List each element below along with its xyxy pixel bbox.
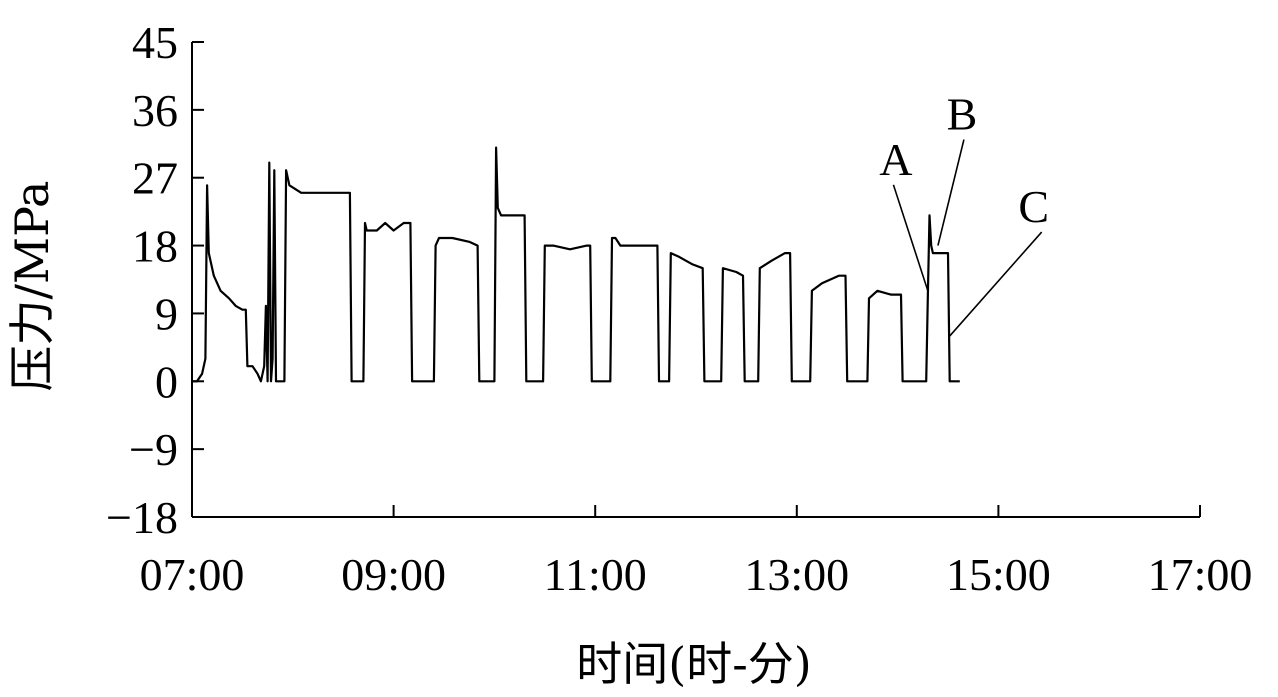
y-tick-label: 27 xyxy=(132,153,178,204)
x-tick-label: 11:00 xyxy=(544,549,647,600)
x-tick-label: 15:00 xyxy=(946,549,1051,600)
y-axis-title: 压力/MPa xyxy=(5,181,59,392)
chart-axes xyxy=(191,42,1200,518)
x-tick-label: 09:00 xyxy=(341,549,446,600)
annotation-leader xyxy=(892,184,929,292)
annotation-leader xyxy=(937,139,965,246)
y-tick-label: 9 xyxy=(155,288,178,339)
annotation-label-a: A xyxy=(879,134,912,185)
annotations: ABC xyxy=(879,89,1049,337)
y-tick-label: −18 xyxy=(106,492,178,543)
y-tick-label: 45 xyxy=(132,17,178,68)
plot-area xyxy=(192,146,960,383)
x-tick-label: 07:00 xyxy=(140,549,245,600)
annotation-leader xyxy=(949,231,1043,337)
x-tick-label: 17:00 xyxy=(1148,549,1253,600)
y-tick-label: 18 xyxy=(132,221,178,272)
pressure-series-line xyxy=(192,146,960,383)
x-axis-title: 时间(时-分) xyxy=(576,637,811,691)
annotation-label-b: B xyxy=(947,89,978,140)
x-tick-label: 13:00 xyxy=(744,549,849,600)
x-axis-ticks: 07:00 09:00 11:00 13:00 15:00 17:00 xyxy=(140,505,1253,600)
y-tick-label: 36 xyxy=(132,85,178,136)
y-axis-ticks: 45 36 27 18 9 0 −9 −18 xyxy=(106,17,204,543)
y-tick-label: −9 xyxy=(129,424,178,475)
y-tick-label: 0 xyxy=(155,356,178,407)
annotation-label-c: C xyxy=(1018,181,1049,232)
